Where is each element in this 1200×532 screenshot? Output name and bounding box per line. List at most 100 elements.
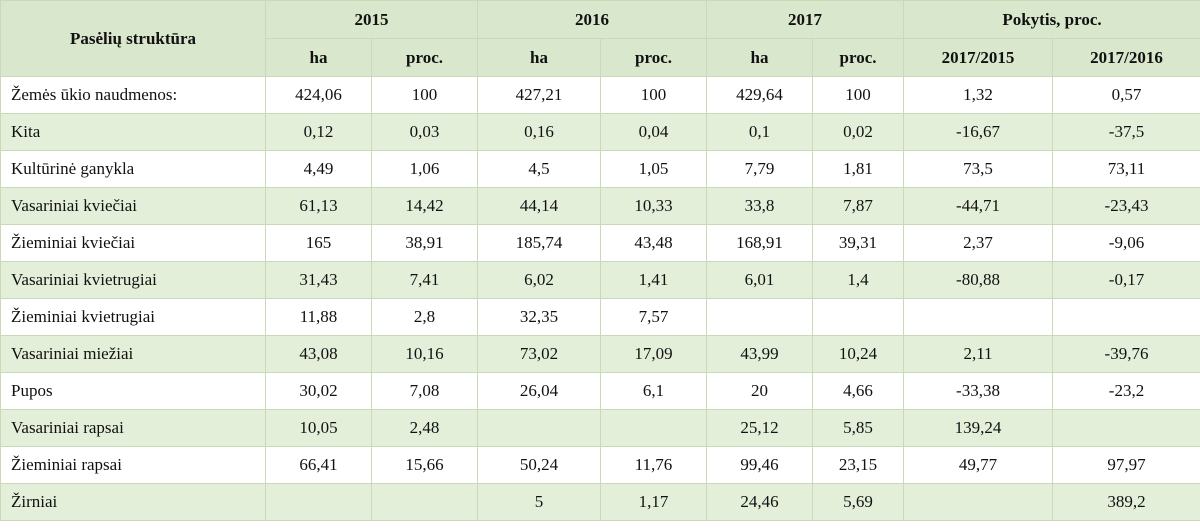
table-cell: 11,76: [600, 446, 707, 484]
header-unit-ha: ha: [477, 38, 601, 77]
table-cell: -16,67: [903, 113, 1053, 151]
header-unit-ha: ha: [706, 38, 813, 77]
row-label: Vasariniai kvietrugiai: [0, 261, 266, 299]
table-cell: -39,76: [1051, 335, 1200, 373]
table-cell: 100: [600, 76, 707, 114]
table-cell: 6,01: [706, 261, 813, 299]
table-cell: 389,2: [1051, 483, 1200, 521]
table-cell: [903, 483, 1053, 521]
table-cell: 0,1: [706, 113, 813, 151]
table-cell: 4,5: [477, 150, 601, 188]
table-cell: 31,43: [265, 261, 372, 299]
table-cell: -9,06: [1051, 224, 1200, 262]
header-change: Pokytis, proc.: [902, 0, 1200, 39]
table-cell: [1051, 298, 1200, 336]
header-row-years: Pasėlių struktūra 2015 2016 2017 Pokytis…: [0, 0, 1200, 77]
table-cell: 7,79: [706, 150, 813, 188]
table-cell: [903, 298, 1053, 336]
table-cell: 139,24: [903, 409, 1053, 447]
row-label: Žirniai: [0, 483, 266, 521]
table-cell: 30,02: [265, 372, 372, 410]
table-cell: 1,17: [600, 483, 707, 521]
table-row: Žemės ūkio naudmenos: 424,06 100 427,21 100 4…: [0, 76, 1200, 114]
table-cell: 73,02: [477, 335, 601, 373]
table-cell: 2,11: [903, 335, 1053, 373]
table-cell: 66,41: [265, 446, 372, 484]
table-cell: 10,16: [371, 335, 478, 373]
table-cell: 15,66: [371, 446, 478, 484]
table-cell: 20: [706, 372, 813, 410]
table-cell: 26,04: [477, 372, 601, 410]
table-cell: 429,64: [706, 76, 813, 114]
table-cell: 1,81: [812, 150, 904, 188]
table-cell: 73,5: [903, 150, 1053, 188]
table-cell: 32,35: [477, 298, 601, 336]
table-cell: 39,31: [812, 224, 904, 262]
table-row: Žirniai 5 1,17 24,46 5,69 389,2: [0, 483, 1200, 521]
table-cell: 25,12: [706, 409, 813, 447]
table-cell: 165: [265, 224, 372, 262]
table-cell: -44,71: [903, 187, 1053, 225]
table-cell: 0,57: [1051, 76, 1200, 114]
table-cell: 99,46: [706, 446, 813, 484]
table-cell: 427,21: [477, 76, 601, 114]
table-row: Vasariniai rapsai 10,05 2,48 25,12 5,85 139,2…: [0, 409, 1200, 447]
table-cell: 44,14: [477, 187, 601, 225]
table-cell: -33,38: [903, 372, 1053, 410]
table-row: Pupos 30,02 7,08 26,04 6,1 20 4,66 -33,38 -23,2: [0, 372, 1200, 410]
table-cell: 2,48: [371, 409, 478, 447]
table-cell: [600, 409, 707, 447]
row-label: Žieminiai rapsai: [0, 446, 266, 484]
table-row: Žieminiai rapsai 66,41 15,66 50,24 11,76 99,4…: [0, 446, 1200, 484]
table-cell: 0,03: [371, 113, 478, 151]
header-unit-proc: proc.: [371, 38, 478, 77]
table-cell: 7,41: [371, 261, 478, 299]
table-cell: 10,33: [600, 187, 707, 225]
table-cell: 424,06: [265, 76, 372, 114]
table-row: Žieminiai kviečiai 165 38,91 185,74 43,48 168…: [0, 224, 1200, 262]
table-cell: 1,05: [600, 150, 707, 188]
table-cell: 33,8: [706, 187, 813, 225]
header-unit-ha: ha: [265, 38, 372, 77]
table-cell: 97,97: [1051, 446, 1200, 484]
row-label: Žieminiai kvietrugiai: [0, 298, 266, 336]
table-cell: -23,43: [1051, 187, 1200, 225]
table-cell: 7,87: [812, 187, 904, 225]
table-cell: [477, 409, 601, 447]
table-cell: [1051, 409, 1200, 447]
table-row: Vasariniai kvietrugiai 31,43 7,41 6,02 1,41 6…: [0, 261, 1200, 299]
header-unit-proc: proc.: [812, 38, 904, 77]
table-cell: 24,46: [706, 483, 813, 521]
row-label: Kita: [0, 113, 266, 151]
table-cell: 1,41: [600, 261, 707, 299]
table-cell: 6,1: [600, 372, 707, 410]
table-row: Vasariniai miežiai 43,08 10,16 73,02 17,09 43…: [0, 335, 1200, 373]
table-cell: 4,49: [265, 150, 372, 188]
header-year-2016: 2016: [477, 0, 707, 39]
table-cell: 61,13: [265, 187, 372, 225]
table-cell: 168,91: [706, 224, 813, 262]
table-cell: 7,08: [371, 372, 478, 410]
table-cell: 10,05: [265, 409, 372, 447]
header-year-2017: 2017: [706, 0, 904, 39]
table-cell: [371, 483, 478, 521]
table-cell: 4,66: [812, 372, 904, 410]
table-cell: 7,57: [600, 298, 707, 336]
table-cell: 38,91: [371, 224, 478, 262]
header-crop-structure: Pasėlių struktūra: [0, 0, 266, 77]
row-label: Žieminiai kviečiai: [0, 224, 266, 262]
table-cell: 5,85: [812, 409, 904, 447]
table-cell: 23,15: [812, 446, 904, 484]
table-cell: 0,12: [265, 113, 372, 151]
table-cell: -80,88: [903, 261, 1053, 299]
table-cell: 0,16: [477, 113, 601, 151]
table-cell: 100: [812, 76, 904, 114]
table-cell: 185,74: [477, 224, 601, 262]
table-cell: 100: [371, 76, 478, 114]
table-cell: -37,5: [1051, 113, 1200, 151]
header-change-2017-2015: 2017/2015: [903, 38, 1053, 77]
table-cell: 1,4: [812, 261, 904, 299]
header-unit-proc: proc.: [600, 38, 707, 77]
table-cell: 50,24: [477, 446, 601, 484]
table-cell: 5,69: [812, 483, 904, 521]
